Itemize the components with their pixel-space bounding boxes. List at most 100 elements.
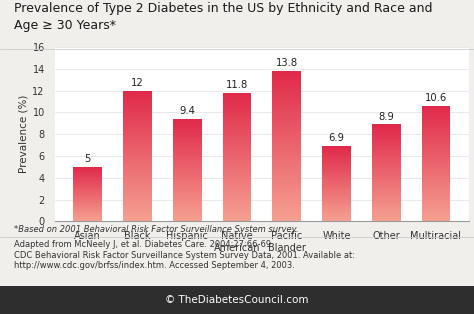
Bar <box>223 93 251 95</box>
Bar <box>322 175 351 176</box>
Bar <box>322 195 351 196</box>
Bar <box>421 210 450 211</box>
Bar <box>173 171 202 173</box>
Bar <box>372 145 401 146</box>
Bar <box>173 128 202 129</box>
Bar <box>322 159 351 160</box>
Bar <box>123 102 152 104</box>
Bar <box>223 122 251 123</box>
Bar <box>173 133 202 134</box>
Bar <box>421 190 450 191</box>
Bar <box>123 216 152 218</box>
Bar <box>421 130 450 132</box>
Text: 5: 5 <box>84 154 91 164</box>
Bar <box>123 153 152 154</box>
Bar <box>273 101 301 103</box>
Bar <box>322 181 351 182</box>
Bar <box>273 161 301 163</box>
Bar <box>173 186 202 187</box>
Bar <box>372 198 401 200</box>
Bar <box>123 220 152 221</box>
Bar <box>273 184 301 186</box>
Bar <box>322 162 351 163</box>
Bar <box>372 192 401 193</box>
Bar <box>372 163 401 165</box>
Bar <box>223 154 251 155</box>
Bar <box>273 99 301 101</box>
Bar <box>73 199 102 200</box>
Bar <box>73 213 102 214</box>
Bar <box>73 217 102 218</box>
Bar <box>273 148 301 150</box>
Bar <box>273 163 301 165</box>
Bar <box>173 211 202 212</box>
Bar <box>372 213 401 214</box>
Bar <box>123 136 152 138</box>
Bar <box>223 168 251 170</box>
Bar <box>322 149 351 150</box>
Bar <box>223 112 251 114</box>
Bar <box>223 217 251 218</box>
Bar <box>273 203 301 204</box>
Bar <box>223 111 251 112</box>
Bar <box>173 207 202 208</box>
Bar <box>421 139 450 141</box>
Bar <box>223 181 251 183</box>
Bar <box>372 190 401 191</box>
Bar <box>322 165 351 166</box>
Bar <box>123 118 152 120</box>
Bar <box>273 86 301 88</box>
Bar <box>123 128 152 130</box>
Bar <box>372 151 401 152</box>
Bar <box>421 145 450 146</box>
Bar <box>372 214 401 215</box>
Bar <box>273 216 301 218</box>
Bar <box>273 135 301 137</box>
Bar <box>273 182 301 184</box>
Bar <box>73 175 102 176</box>
Bar <box>123 140 152 141</box>
Bar <box>73 187 102 188</box>
Bar <box>223 184 251 186</box>
Bar <box>322 172 351 173</box>
Bar <box>173 220 202 221</box>
Bar <box>123 109 152 110</box>
Bar <box>322 219 351 220</box>
Bar <box>173 205 202 206</box>
Bar <box>173 166 202 168</box>
Bar <box>372 218 401 219</box>
Bar <box>223 171 251 173</box>
Bar <box>372 132 401 133</box>
Bar <box>73 207 102 208</box>
Bar <box>223 136 251 138</box>
Bar <box>273 193 301 195</box>
Bar <box>173 119 202 120</box>
Bar <box>223 192 251 194</box>
Bar <box>123 135 152 136</box>
Bar <box>223 143 251 144</box>
Bar <box>372 149 401 150</box>
Bar <box>322 218 351 219</box>
Bar <box>173 120 202 122</box>
Bar <box>322 205 351 206</box>
Bar <box>173 142 202 143</box>
Bar <box>421 152 450 154</box>
Bar <box>223 149 251 151</box>
Text: *Based on 2001 Behavioral Risk Factor Surveillance System survey.: *Based on 2001 Behavioral Risk Factor Su… <box>14 225 299 234</box>
Bar <box>223 204 251 205</box>
Bar <box>73 182 102 183</box>
Bar <box>372 184 401 185</box>
Bar <box>322 191 351 192</box>
Bar <box>372 124 401 126</box>
Bar <box>273 212 301 214</box>
Bar <box>123 192 152 194</box>
Bar <box>73 190 102 191</box>
Bar <box>273 201 301 203</box>
Bar <box>322 204 351 205</box>
Bar <box>421 217 450 219</box>
Bar <box>223 115 251 117</box>
Bar <box>223 218 251 220</box>
Bar <box>273 141 301 143</box>
Bar <box>273 77 301 78</box>
Bar <box>322 216 351 217</box>
